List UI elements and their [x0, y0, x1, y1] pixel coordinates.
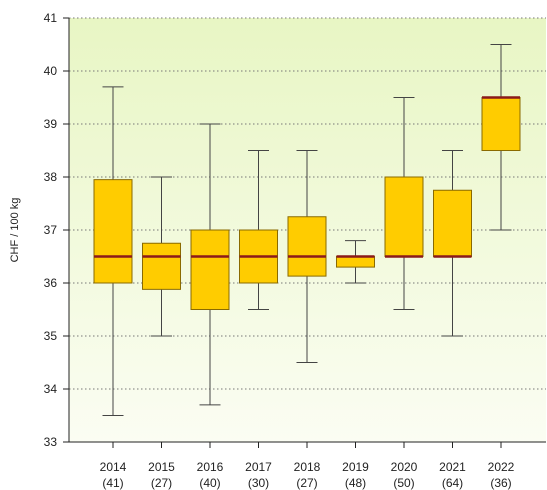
iqr-box — [93, 179, 133, 284]
iqr-box — [481, 97, 521, 151]
x-tick-label-year: 2014 — [100, 460, 127, 474]
y-tick-label: 39 — [44, 117, 58, 131]
x-tick-label-count: (30) — [248, 476, 269, 490]
y-tick-label: 40 — [44, 64, 58, 78]
y-tick-label: 34 — [44, 382, 58, 396]
iqr-box — [287, 216, 327, 277]
iqr-box — [384, 176, 424, 257]
x-tick-label-year: 2019 — [342, 460, 369, 474]
box-2017 — [239, 150, 278, 310]
x-tick-label-year: 2016 — [197, 460, 224, 474]
iqr-box — [190, 229, 230, 310]
x-tick-label-count: (36) — [490, 476, 511, 490]
y-tick-label: 36 — [44, 276, 58, 290]
x-tick-label-year: 2021 — [439, 460, 466, 474]
x-tick-label-count: (40) — [199, 476, 220, 490]
box-2014 — [93, 86, 133, 416]
x-tick-label-year: 2018 — [294, 460, 321, 474]
x-tick-labels: 2014 (41) 2015 (27) 2016 (40) 2017 (30) 2018 (27)… — [100, 442, 515, 490]
boxes — [93, 44, 521, 416]
box-2019 — [336, 240, 375, 284]
iqr-box — [433, 189, 472, 257]
x-tick-label-count: (64) — [442, 476, 463, 490]
box-2018 — [287, 150, 327, 363]
y-tick-label: 35 — [44, 329, 58, 343]
box-2020 — [384, 97, 424, 310]
x-tick-label-year: 2022 — [488, 460, 515, 474]
y-axis-label: CHF / 100 kg — [9, 198, 21, 263]
x-tick-label-year: 2015 — [148, 460, 175, 474]
x-tick-label-count: (27) — [296, 476, 317, 490]
iqr-box — [142, 242, 181, 290]
y-tick-label: 38 — [44, 170, 58, 184]
y-tick-label: 41 — [44, 11, 58, 25]
box-2015 — [142, 176, 181, 337]
x-tick-label-count: (27) — [151, 476, 172, 490]
box-2021 — [433, 150, 472, 337]
x-tick-label-year: 2017 — [245, 460, 272, 474]
y-tick-label: 37 — [44, 223, 58, 237]
iqr-box — [336, 256, 375, 268]
y-tick-label: 33 — [44, 435, 58, 449]
x-tick-label-count: (41) — [102, 476, 123, 490]
x-tick-label-year: 2020 — [391, 460, 418, 474]
x-tick-label-count: (48) — [345, 476, 366, 490]
box-2016 — [190, 123, 230, 406]
x-tick-label-count: (50) — [393, 476, 414, 490]
box-2022 — [481, 44, 521, 231]
